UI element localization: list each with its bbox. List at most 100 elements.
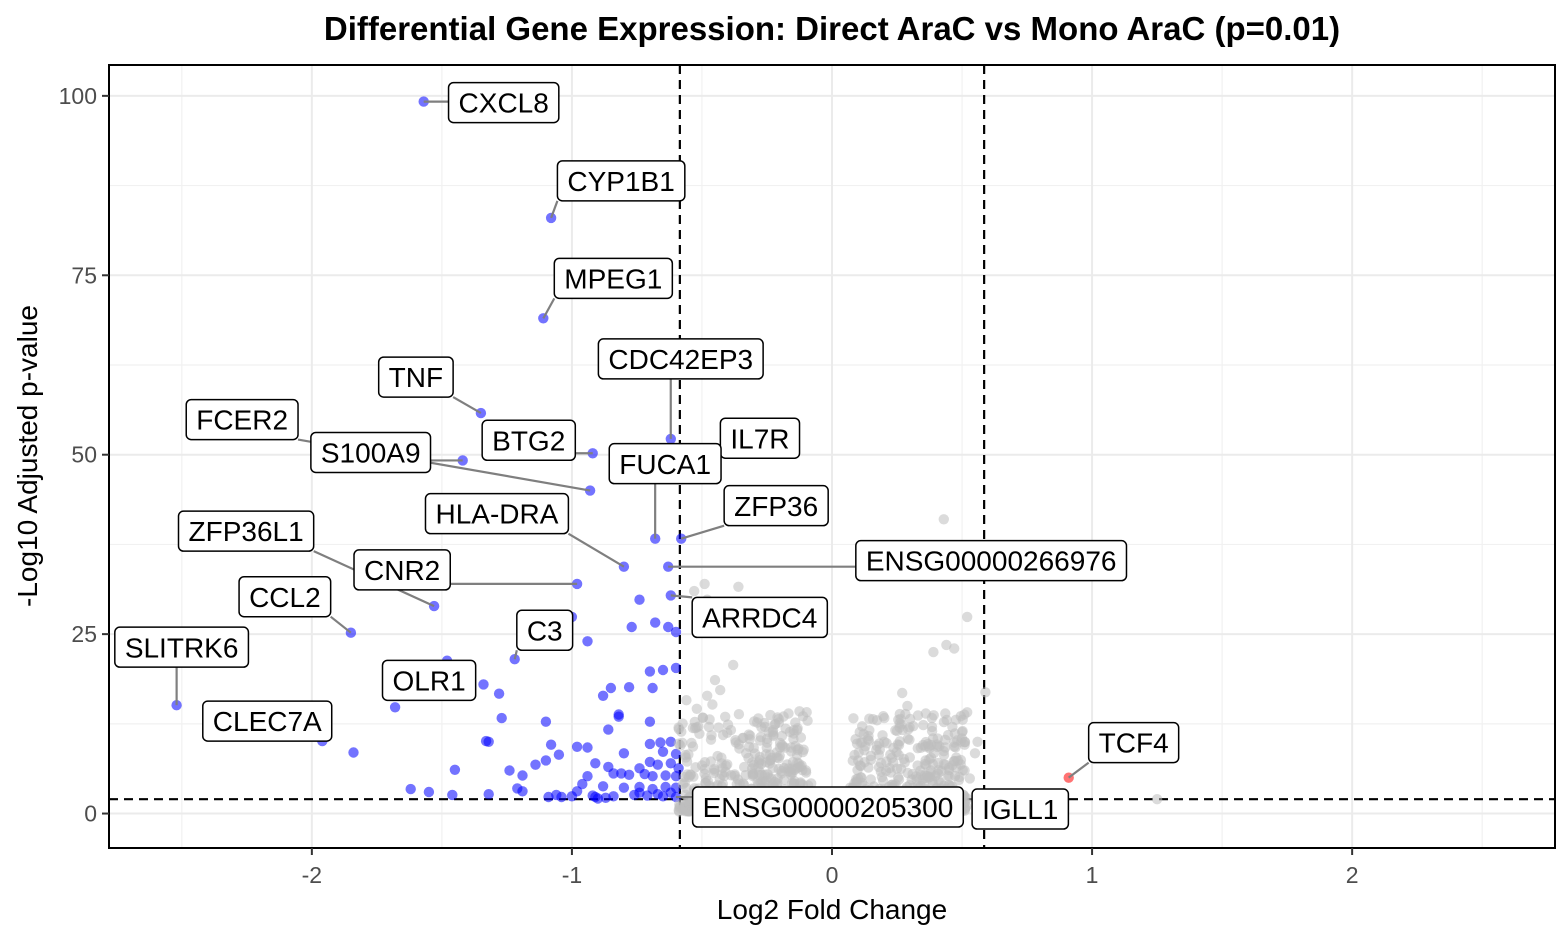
data-point-ns <box>777 741 788 752</box>
data-point-ns <box>720 760 731 771</box>
gene-label-text: CDC42EP3 <box>608 344 753 375</box>
data-point-down <box>642 790 653 801</box>
gene-label: CCL2 <box>238 575 332 618</box>
gene-label: MPEG1 <box>553 257 674 300</box>
gene-label: C3 <box>516 609 574 651</box>
data-point-ns <box>682 769 693 780</box>
data-point-down <box>423 786 435 798</box>
data-point-ns <box>715 684 726 696</box>
data-point-ns <box>690 762 701 773</box>
data-point-down <box>597 690 609 701</box>
data-point-ns <box>917 739 929 751</box>
data-point-ns <box>899 757 910 768</box>
data-point-down <box>447 789 458 801</box>
data-point-ns <box>680 752 691 763</box>
gene-label: S100A9 <box>310 431 432 474</box>
gene-label: FUCA1 <box>608 442 722 485</box>
gene-label: BTG2 <box>481 419 577 462</box>
data-point-down <box>670 662 682 674</box>
data-point-ns <box>875 757 887 769</box>
data-point-ns <box>699 768 710 779</box>
gene-label-box <box>556 160 686 202</box>
label-leader-line <box>680 524 725 540</box>
data-point-down <box>540 716 552 727</box>
data-point-down <box>644 716 656 727</box>
data-point-ns <box>957 714 968 725</box>
data-point-down <box>504 765 515 776</box>
data-point-down <box>657 746 669 757</box>
data-point-ns <box>749 716 760 727</box>
gene-label-box <box>310 431 432 474</box>
data-point-down <box>475 407 487 419</box>
data-point-down <box>571 741 583 752</box>
data-point-ns <box>863 730 874 742</box>
data-point-ns <box>865 774 876 785</box>
data-point-ns <box>776 768 787 779</box>
gene-label: HLA-DRA <box>424 492 570 535</box>
data-point-down <box>496 712 507 724</box>
data-point-ns <box>681 695 692 706</box>
data-point-ns <box>725 724 737 736</box>
data-point-down <box>571 786 583 797</box>
gene-label: TCF4 <box>1087 721 1180 764</box>
gene-label: ENSG00000205300 <box>691 786 965 828</box>
data-point-ns <box>893 739 905 751</box>
data-point-ns <box>720 711 731 722</box>
data-point-ns <box>785 742 797 753</box>
data-point-ns <box>743 752 754 764</box>
data-point-ns <box>972 736 983 747</box>
data-point-down <box>618 748 630 759</box>
data-point-down <box>665 736 676 747</box>
data-point-ns <box>754 766 765 777</box>
data-point-ns <box>856 772 867 783</box>
data-point-ns <box>959 765 970 776</box>
data-point-down <box>603 724 614 735</box>
data-point-ns <box>940 759 951 770</box>
data-point-ns <box>877 775 889 786</box>
data-point-ns <box>791 749 803 761</box>
data-point-ns <box>709 674 721 686</box>
gene-label-text: BTG2 <box>492 425 565 456</box>
data-point-down <box>673 763 684 774</box>
gene-label-text: IGLL1 <box>982 794 1058 825</box>
gene-label-text: CNR2 <box>364 555 440 586</box>
gene-label-text: ENSG00000205300 <box>703 792 954 823</box>
data-point-ns <box>794 706 805 717</box>
gene-label-box <box>185 398 299 441</box>
gene-label-text: ARRDC4 <box>702 602 817 633</box>
gene-label-text: MPEG1 <box>564 263 662 294</box>
gene-label-box <box>723 484 829 527</box>
data-point-ns <box>849 749 860 761</box>
gene-label-text: OLR1 <box>393 665 466 696</box>
data-point-ns <box>674 802 685 813</box>
x-tick-label: 1 <box>1086 862 1099 888</box>
data-point-ns <box>713 722 724 733</box>
data-point-down <box>657 664 669 676</box>
data-point-down <box>605 682 617 694</box>
data-point-ns <box>867 714 879 725</box>
data-point-ns <box>697 712 708 723</box>
data-point-ns <box>926 725 938 737</box>
x-tick-label: 2 <box>1346 862 1359 888</box>
gene-label-text: CCL2 <box>249 582 321 613</box>
y-tick-label: 75 <box>71 262 97 288</box>
data-point-ns <box>728 659 739 671</box>
gene-label-box <box>353 549 451 591</box>
gene-label-text: CLEC7A <box>213 706 322 737</box>
label-leader-line <box>542 297 556 319</box>
gene-label-text: SLITRK6 <box>125 632 239 663</box>
gene-label: SLITRK6 <box>114 626 250 668</box>
data-point-ns <box>897 687 908 699</box>
data-point-ns <box>905 713 916 725</box>
label-leader-line <box>550 200 559 219</box>
data-point-ns <box>740 770 751 781</box>
y-tick-label: 0 <box>84 801 97 827</box>
data-point-ns <box>772 778 783 789</box>
gene-labels: CXCL8 CYP1B1 MPEG1 FCER2 TNF CDC42EP3 S100A9 BT… <box>114 81 1180 830</box>
data-point-ns <box>919 770 930 781</box>
gene-label: IL7R <box>719 417 801 459</box>
data-point-ns <box>912 710 924 721</box>
data-point-ns <box>733 581 744 592</box>
data-point-down <box>647 771 658 782</box>
